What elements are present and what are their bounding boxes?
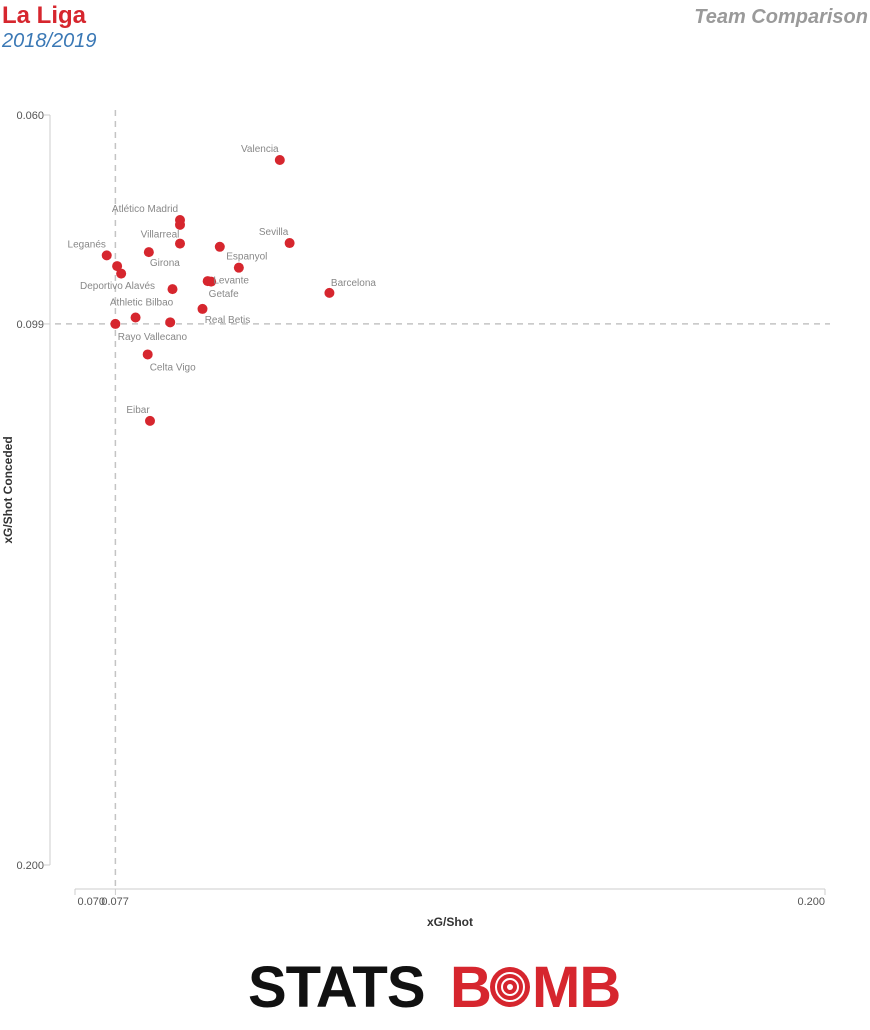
team-label: Real Betis [205,315,251,326]
data-point [165,317,176,328]
data-point [175,238,185,249]
data-point [130,312,141,323]
team-label: Rayo Vallecano [118,332,188,343]
team-label: Atlético Madrid [112,204,178,215]
x-tick-label: 0.070 [77,896,105,908]
labels-group: Valencia Atlético Madrid Villarreal Sevilla… [68,144,377,416]
data-point [274,155,285,165]
logo-text-b: B [450,958,491,1018]
data-point [284,238,295,249]
data-point [233,262,244,273]
data-point [116,268,127,279]
data-point [197,303,208,314]
y-tick-label: 0.060 [16,110,44,122]
chart-title: La Liga [2,2,87,29]
team-label: Leganés [68,239,106,250]
data-point [214,241,225,252]
data-point [167,284,178,295]
team-label: Deportivo Alavés [80,281,155,292]
team-label: Athletic Bilbao [110,298,174,309]
data-point [175,219,185,230]
data-point [142,349,153,360]
team-label: Girona [150,258,180,269]
data-point [324,287,335,298]
team-label: Barcelona [331,278,376,289]
team-label: Getafe [209,289,239,300]
points-group [101,155,335,426]
data-point [101,250,112,261]
x-tick-label: 0.200 [797,896,825,908]
chart-subtitle: 2018/2019 [2,30,97,52]
logo-text-mb: MB [532,958,620,1018]
y-tick-label: 0.099 [16,319,44,331]
comparison-label: Team Comparison [694,6,868,28]
data-point [110,318,121,329]
team-label: Espanyol [226,252,267,263]
data-point [143,247,154,258]
team-label: Levante [213,276,249,287]
axes-group [49,115,825,890]
y-tick-label: 0.200 [16,860,44,872]
statsbomb-logo: STATS B MB [248,958,621,1018]
y-axis-label: xG/Shot Conceded [1,436,15,543]
x-tick-label: 0.077 [101,896,129,908]
team-label: Celta Vigo [150,362,196,373]
data-point [145,415,155,426]
logo-text-stats: STATS [248,958,425,1018]
team-label: Sevilla [259,227,289,238]
team-label: Valencia [241,144,279,155]
x-axis-label: xG/Shot [427,915,473,929]
reference-lines [55,110,830,890]
team-label: Villarreal [141,230,180,241]
data-point [202,276,213,287]
data-point [112,261,123,272]
target-icon [490,967,530,1007]
team-label: Eibar [126,405,150,416]
